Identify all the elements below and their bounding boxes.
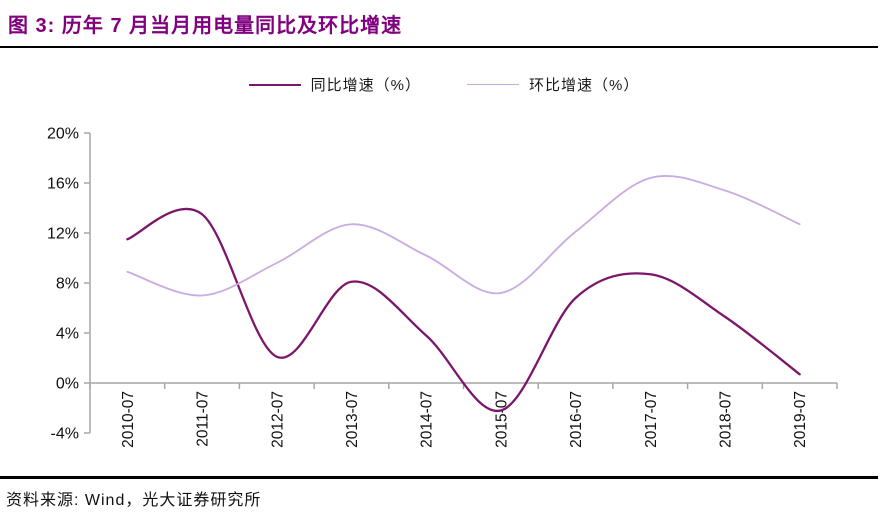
source-note: 资料来源: Wind，光大证券研究所 [6,492,262,509]
y-tick-label: 0% [56,376,79,393]
y-tick-label: 12% [47,226,79,243]
series-line-mom [126,175,801,297]
x-tick-label: 2010-07 [120,391,137,448]
legend-label-yoy: 同比增速（%） [310,77,421,94]
x-tick-label: 2013-07 [344,391,361,448]
legend-item-mom: 环比增速（%） [467,74,639,95]
x-tick-label: 2019-07 [792,391,809,448]
y-tick-label: 20% [47,126,79,143]
x-tick-label: 2011-07 [195,391,212,447]
footer-divider [0,476,878,479]
x-tick-label: 2012-07 [269,391,286,448]
title-divider [0,46,878,48]
x-tick-label: 2018-07 [717,391,734,448]
y-tick-label: 4% [56,326,79,343]
series-line-yoy [126,207,801,412]
mom-line-swatch [467,84,519,85]
y-tick-label: 8% [56,276,79,293]
chart-legend: 同比增速（%） 环比增速（%） [0,74,888,95]
x-tick-label: 2014-07 [419,391,436,448]
x-tick-label: 2017-07 [643,391,660,448]
chart-title: 图 3: 历年 7 月当月用电量同比及环比增速 [8,15,403,37]
x-tick-label: 2015-07 [493,391,510,448]
legend-item-yoy: 同比增速（%） [248,74,421,95]
y-tick-label: -4% [51,426,79,443]
yoy-line-swatch [248,83,301,86]
legend-label-mom: 环比增速（%） [529,77,640,94]
x-tick-label: 2016-07 [568,391,585,448]
y-tick-label: 16% [47,176,79,193]
